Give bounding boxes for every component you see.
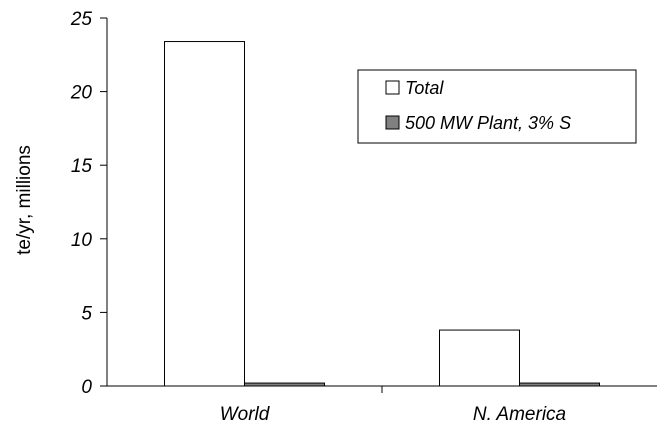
legend-box <box>357 69 637 144</box>
legend-label-total: Total <box>405 78 444 98</box>
legend: Total 500 MW Plant, 3% S <box>357 69 637 144</box>
axes-group <box>106 18 657 393</box>
y-tick-label: 15 <box>71 156 93 177</box>
bars-group <box>164 41 600 387</box>
legend-swatch-total <box>385 80 400 95</box>
legend-label-plant: 500 MW Plant, 3% S <box>405 113 571 133</box>
y-tick-group: 0 5 10 15 20 25 <box>70 9 107 398</box>
y-tick-label: 0 <box>81 377 92 398</box>
legend-swatch-plant <box>385 115 400 130</box>
x-category-label: N. America <box>473 404 566 425</box>
y-tick-label: 20 <box>70 83 93 104</box>
y-axis-title: te/yr, millions <box>14 145 35 255</box>
y-tick-label: 10 <box>71 230 93 251</box>
x-category-label: World <box>220 404 271 425</box>
y-tick-label: 5 <box>81 303 92 324</box>
y-tick-label: 25 <box>70 9 93 30</box>
bar-total-1 <box>439 329 520 387</box>
bar-total-0 <box>164 41 245 387</box>
x-label-group: World N. America <box>220 404 566 425</box>
